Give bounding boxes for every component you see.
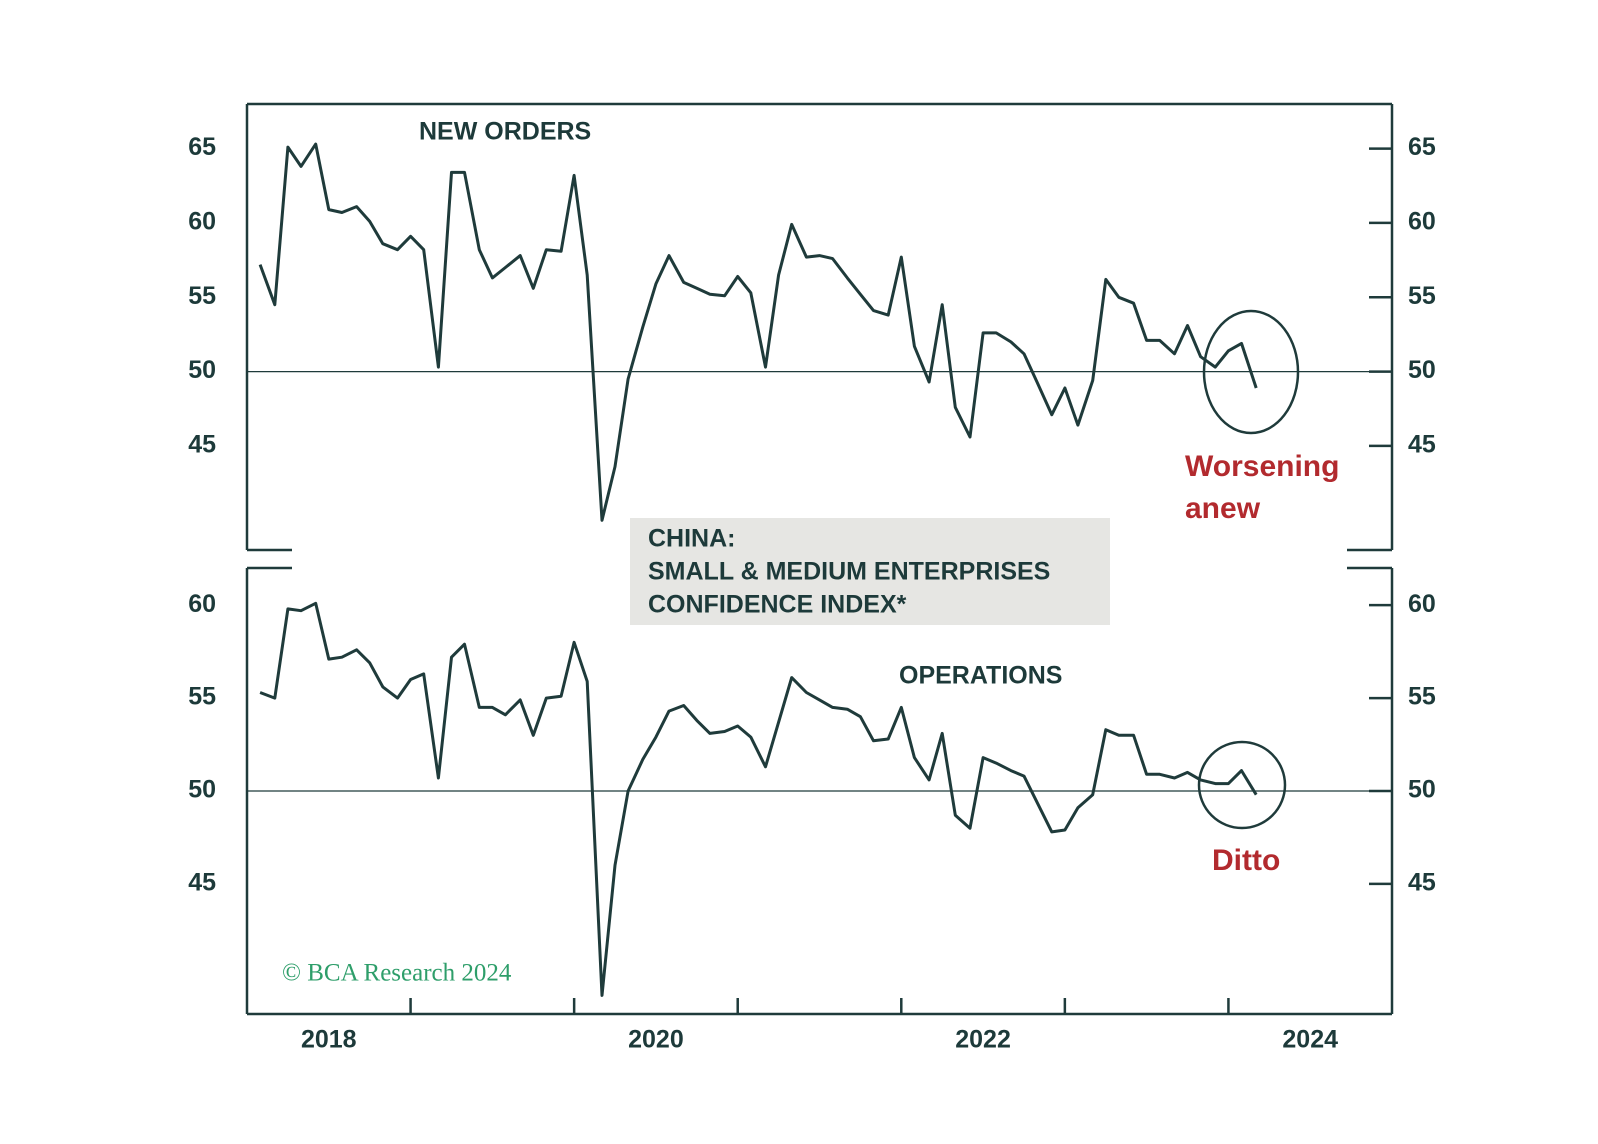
chart-title: CONFIDENCE INDEX* <box>648 591 907 619</box>
highlight-circle <box>1197 740 1287 830</box>
title-box <box>630 518 1110 625</box>
y2-tick-label: 45 <box>1408 431 1436 459</box>
x-tick-label: 2022 <box>955 1026 1011 1054</box>
y-tick-label: 60 <box>188 208 216 236</box>
y-tick-label: 50 <box>188 776 216 804</box>
y-tick-label: 65 <box>188 133 216 161</box>
y2-tick-label: 45 <box>1408 869 1436 897</box>
y2-tick-label: 65 <box>1408 133 1436 161</box>
data-line <box>258 142 1258 522</box>
panel-label: NEW ORDERS <box>419 118 591 146</box>
y2-tick-label: 55 <box>1408 683 1436 711</box>
chart-title: SMALL & MEDIUM ENTERPRISES <box>648 558 1050 586</box>
y-tick-label: 45 <box>188 869 216 897</box>
data-line <box>259 601 1258 997</box>
annotation: Worsening <box>1185 450 1339 483</box>
source: © BCA Research 2024 <box>282 960 512 987</box>
x-tick-label: 2018 <box>301 1026 357 1054</box>
x-tick-label: 2024 <box>1282 1026 1338 1054</box>
y2-tick-label: 50 <box>1408 776 1436 804</box>
annotation: anew <box>1185 492 1261 525</box>
y-tick-label: 60 <box>188 590 216 618</box>
y-tick-label: 55 <box>188 282 216 310</box>
x-tick-label: 2020 <box>628 1026 684 1054</box>
y-tick-label: 55 <box>188 683 216 711</box>
y2-tick-label: 60 <box>1408 208 1436 236</box>
y2-tick-label: 60 <box>1408 590 1436 618</box>
y-tick-label: 50 <box>188 356 216 384</box>
annotation: Ditto <box>1212 844 1280 877</box>
y2-tick-label: 50 <box>1408 356 1436 384</box>
y-tick-label: 45 <box>188 431 216 459</box>
chart-title: CHINA: <box>648 525 736 553</box>
panel-label: OPERATIONS <box>899 662 1062 690</box>
y2-tick-label: 55 <box>1408 282 1436 310</box>
